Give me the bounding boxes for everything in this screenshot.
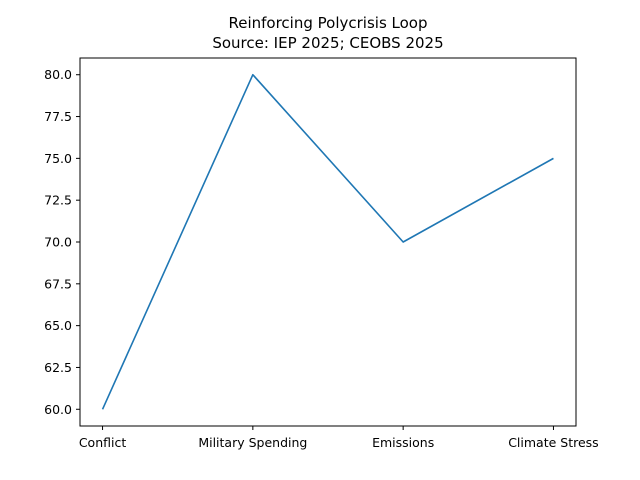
chart-title: Reinforcing Polycrisis Loop [228,14,427,32]
y-tick-label: 67.5 [44,276,72,291]
y-tick-label: 72.5 [44,193,72,208]
y-tick-label: 70.0 [44,235,72,250]
y-tick-label: 60.0 [44,402,72,417]
series-line [101,73,554,410]
x-tick-label: Emissions [372,435,434,450]
x-tick-label: Climate Stress [508,435,599,450]
x-tick-label: Conflict [79,435,127,450]
y-tick-label: 62.5 [44,360,72,375]
axes-frame [79,57,577,427]
y-tick-label: 65.0 [44,318,72,333]
y-tick-label: 75.0 [44,151,72,166]
x-tick-label: Military Spending [198,435,307,450]
y-tick-label: 80.0 [44,67,72,82]
axes: 60.0 62.5 65.0 67.5 70.0 72.5 75.0 77.5 80.0 Conf… [44,57,599,450]
y-tick-label: 77.5 [44,109,72,124]
chart-subtitle: Source: IEP 2025; CEOBS 2025 [212,34,443,52]
plot-area [101,73,554,410]
